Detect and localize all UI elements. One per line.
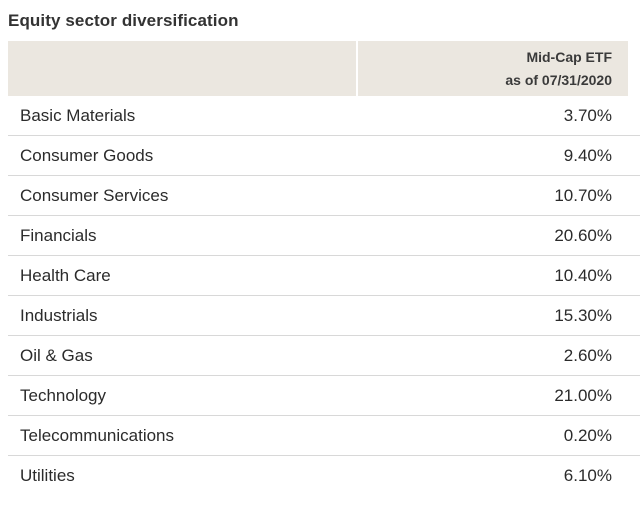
- table-row: Telecommunications 0.20%: [8, 416, 640, 456]
- table-row: Health Care 10.40%: [8, 256, 640, 296]
- sector-weight: 10.40%: [554, 265, 612, 285]
- sector-name: Financials: [20, 225, 97, 245]
- table-row: Basic Materials 3.70%: [8, 96, 640, 136]
- sector-weight: 0.20%: [563, 425, 612, 445]
- sector-weight: 20.60%: [554, 225, 612, 245]
- column-header-as-of-date: as of 07/31/2020: [505, 71, 612, 88]
- sector-name: Industrials: [20, 305, 98, 325]
- sector-weight: 15.30%: [554, 305, 612, 325]
- table-row: Utilities 6.10%: [8, 456, 640, 496]
- sector-weight: 2.60%: [563, 345, 612, 365]
- sector-name: Health Care: [20, 265, 111, 285]
- sector-weight: 9.40%: [563, 145, 612, 165]
- table-header: Mid-Cap ETF as of 07/31/2020: [8, 41, 640, 96]
- table-row: Oil & Gas 2.60%: [8, 336, 640, 376]
- table-header-sector-cell: [8, 41, 358, 96]
- page-title: Equity sector diversification: [8, 11, 239, 30]
- sector-name: Oil & Gas: [20, 345, 93, 365]
- sector-weight: 21.00%: [554, 385, 612, 405]
- table-row: Financials 20.60%: [8, 216, 640, 256]
- sector-name: Telecommunications: [20, 425, 175, 445]
- sector-name: Technology: [20, 385, 107, 405]
- table-row: Industrials 15.30%: [8, 296, 640, 336]
- table-header-fund-cell: Mid-Cap ETF as of 07/31/2020: [358, 41, 634, 96]
- table-row: Consumer Goods 9.40%: [8, 136, 640, 176]
- sector-diversification-table: Mid-Cap ETF as of 07/31/2020 Basic Mater…: [8, 41, 640, 496]
- sector-name: Consumer Goods: [20, 145, 154, 165]
- sector-name: Basic Materials: [20, 105, 136, 125]
- column-header-fund-name: Mid-Cap ETF: [526, 48, 612, 65]
- table-row: Technology 21.00%: [8, 376, 640, 416]
- sector-weight: 3.70%: [563, 105, 612, 125]
- sector-weight: 10.70%: [554, 185, 612, 205]
- table-row: Consumer Services 10.70%: [8, 176, 640, 216]
- sector-weight: 6.10%: [563, 466, 612, 485]
- sector-name: Utilities: [20, 466, 75, 485]
- sector-name: Consumer Services: [20, 185, 169, 205]
